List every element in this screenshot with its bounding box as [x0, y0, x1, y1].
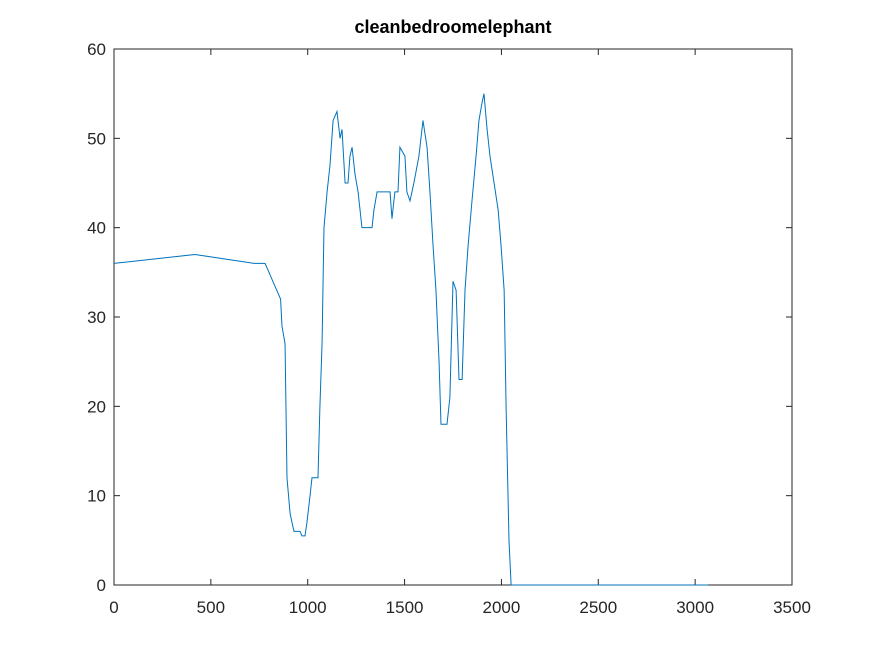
y-tick-label: 0	[97, 576, 106, 595]
x-tick-label: 3000	[676, 598, 714, 617]
y-tick-label: 40	[87, 219, 106, 238]
x-tick-label: 0	[109, 598, 118, 617]
y-tick-label: 20	[87, 397, 106, 416]
x-tick-label: 1500	[386, 598, 424, 617]
x-tick-label: 3500	[773, 598, 811, 617]
y-tick-label: 30	[87, 308, 106, 327]
line-series	[113, 93, 709, 586]
x-tick-label: 2000	[483, 598, 521, 617]
y-tick-label: 10	[87, 487, 106, 506]
chart-title: cleanbedroomelephant	[354, 17, 551, 37]
y-tick-label: 60	[87, 40, 106, 59]
x-tick-label: 500	[197, 598, 225, 617]
x-tick-label: 1000	[289, 598, 327, 617]
y-tick-label: 50	[87, 129, 106, 148]
x-tick-label: 2500	[579, 598, 617, 617]
